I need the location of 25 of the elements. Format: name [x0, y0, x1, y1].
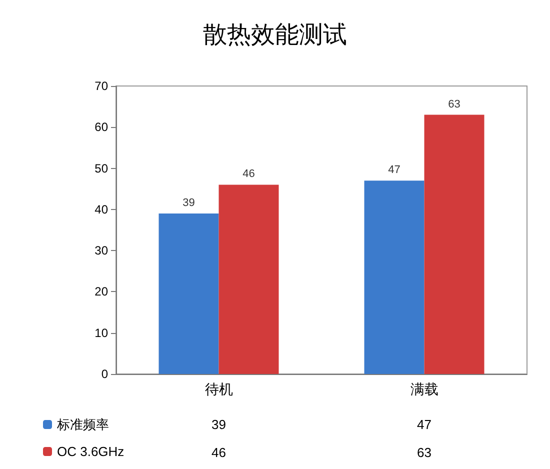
- text: 47: [417, 417, 432, 432]
- data-label: 39: [182, 197, 195, 210]
- data-label: 47: [388, 164, 400, 176]
- bar: [218, 184, 279, 374]
- legend-label: 标准频率: [56, 417, 109, 432]
- x-tick-label: 待机: [204, 381, 233, 397]
- data-label: 46: [242, 168, 255, 180]
- x-tick-label: 满载: [410, 381, 438, 397]
- bar: [158, 214, 219, 374]
- y-tick-label: 20: [94, 284, 108, 299]
- y-tick-label: 0: [101, 367, 108, 381]
- chart-title: 散热效能测试: [203, 22, 347, 48]
- legend-label: OC 3.6GHz: [57, 444, 124, 459]
- text: 63: [417, 445, 432, 460]
- bar: [424, 114, 484, 374]
- data-label: 63: [448, 98, 460, 110]
- y-tick-label: 70: [94, 79, 108, 93]
- y-tick-label: 50: [94, 161, 108, 176]
- y-tick-label: 40: [94, 202, 108, 216]
- y-tick-label: 60: [94, 120, 108, 134]
- text: 46: [212, 445, 226, 460]
- bar: [364, 180, 424, 374]
- text: 39: [212, 417, 226, 432]
- y-tick-label: 30: [94, 244, 108, 258]
- y-tick-label: 10: [94, 326, 108, 340]
